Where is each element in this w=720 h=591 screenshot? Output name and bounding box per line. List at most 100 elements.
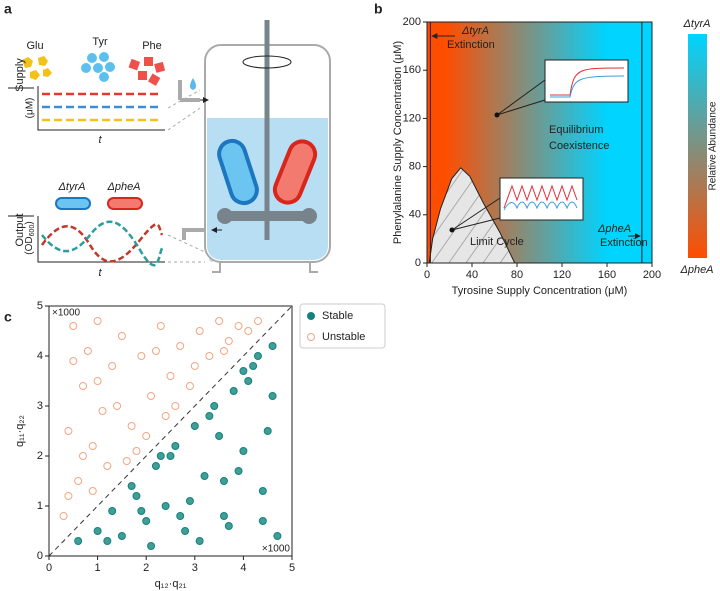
point xyxy=(103,462,112,470)
x-tick-label: 1 xyxy=(95,562,101,574)
point xyxy=(161,412,170,420)
point xyxy=(229,387,238,395)
point xyxy=(244,327,253,335)
point xyxy=(176,512,185,520)
point xyxy=(176,342,185,350)
x-tick-label: 0 xyxy=(46,562,52,574)
callout xyxy=(496,79,546,116)
point xyxy=(215,317,224,325)
x-tick-label: 120 xyxy=(553,269,571,281)
inset-line xyxy=(503,184,578,209)
callout xyxy=(451,217,501,231)
panel-label: a xyxy=(4,1,12,17)
panel-label: c xyxy=(4,309,12,325)
x-axis-label: Tyrosine Supply Concentration (μM) xyxy=(452,285,628,297)
diagonal xyxy=(48,305,293,557)
point xyxy=(258,487,267,495)
colorbar xyxy=(688,34,707,258)
x-tick-label: 4 xyxy=(240,562,246,574)
point xyxy=(156,452,165,460)
y-axis-label: Phenylalanine Supply Concentration (μM) xyxy=(392,41,404,244)
point xyxy=(132,447,141,455)
point xyxy=(79,382,88,390)
x-tick-label: 40 xyxy=(466,269,478,281)
x-tick-label: 2 xyxy=(143,562,149,574)
unit-sub: 600 xyxy=(29,225,36,237)
x-tick-label: 3 xyxy=(192,562,198,574)
supply-label: Supply xyxy=(14,58,26,92)
nutrient: Phe xyxy=(142,40,162,52)
point xyxy=(166,372,175,380)
point xyxy=(147,392,156,400)
point xyxy=(108,362,117,370)
y-tick-label: 0 xyxy=(37,550,43,562)
strain: ΔpheA xyxy=(106,181,140,193)
time-label: t xyxy=(98,134,102,146)
point xyxy=(64,492,73,500)
point xyxy=(258,517,267,525)
point xyxy=(253,317,262,325)
point xyxy=(253,352,262,360)
point xyxy=(117,532,126,540)
legend-marker xyxy=(307,312,315,320)
x-axis-label: q₁₂·q₂₁ xyxy=(155,578,187,590)
callout-dot xyxy=(449,227,455,233)
point xyxy=(181,527,190,535)
y-tick-label: 4 xyxy=(37,350,43,362)
point xyxy=(205,352,214,360)
strain: ΔtyrA xyxy=(58,181,86,193)
point xyxy=(151,347,160,355)
point xyxy=(74,537,83,545)
point xyxy=(210,402,219,410)
point xyxy=(219,477,228,485)
x-tick-label: 160 xyxy=(598,269,616,281)
point xyxy=(151,462,160,470)
output-unit: (OD600) xyxy=(24,221,36,254)
point xyxy=(88,442,97,450)
annotation: Extinction xyxy=(600,237,648,249)
supply-unit: (μM) xyxy=(25,98,36,119)
annotation: Limit Cycle xyxy=(470,236,524,248)
point xyxy=(64,427,73,435)
point xyxy=(93,317,102,325)
point xyxy=(190,422,199,430)
colorbar-top: ΔtyrA xyxy=(683,18,711,30)
point xyxy=(88,487,97,495)
point xyxy=(69,357,78,365)
panel-label: b xyxy=(374,1,383,17)
point xyxy=(69,322,78,330)
callout xyxy=(451,197,501,231)
point xyxy=(249,362,258,370)
y-tick-label: 40 xyxy=(409,209,421,221)
point xyxy=(268,342,277,350)
point xyxy=(113,402,122,410)
point xyxy=(268,392,277,400)
plot-frame xyxy=(48,305,293,557)
point xyxy=(108,507,117,515)
x-tick-label: 5 xyxy=(289,562,295,574)
schematic: Glu Tyr Phe Supply (μM) t Output ΔtyrA Δ… xyxy=(8,20,331,279)
point xyxy=(190,362,199,370)
point xyxy=(171,402,180,410)
nutrient: Glu xyxy=(26,40,43,52)
y-tick-label: 80 xyxy=(409,161,421,173)
legend-marker xyxy=(307,333,315,341)
nutrient: Tyr xyxy=(92,36,108,48)
point xyxy=(83,347,92,355)
y-tick-label: 200 xyxy=(403,16,421,28)
point xyxy=(195,327,204,335)
point xyxy=(200,472,209,480)
legend-box xyxy=(299,303,386,349)
point xyxy=(98,407,107,415)
point xyxy=(127,422,136,430)
phe-icon xyxy=(128,57,166,86)
x-tick-label: 200 xyxy=(643,269,661,281)
colorbar-bottom: ΔpheA xyxy=(679,264,713,276)
point xyxy=(103,537,112,545)
y-axis-label: q₁₁·q₂₂ xyxy=(14,415,26,447)
y-tick-label: 1 xyxy=(37,500,43,512)
point xyxy=(161,502,170,510)
point xyxy=(273,532,282,540)
point xyxy=(93,377,102,385)
